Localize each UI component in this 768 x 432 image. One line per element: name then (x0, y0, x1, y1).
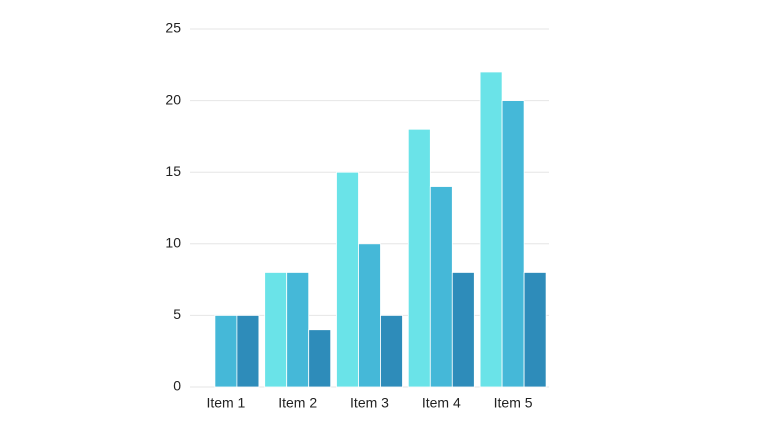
x-tick-label: Item 4 (422, 395, 461, 411)
x-tick-label: Item 1 (206, 395, 245, 411)
y-tick-label: 0 (173, 378, 181, 394)
bar (358, 243, 381, 388)
bar (308, 329, 332, 388)
bar (501, 100, 525, 388)
bar (407, 128, 431, 388)
y-tick-label: 15 (165, 163, 181, 179)
bar (336, 171, 359, 388)
x-tick-label: Item 5 (494, 395, 533, 411)
y-tick-label: 25 (165, 20, 181, 36)
y-tick-label: 20 (165, 91, 181, 107)
bar (214, 314, 238, 388)
x-tick-label: Item 3 (350, 395, 389, 411)
bar (429, 186, 453, 388)
y-tick-label: 10 (165, 235, 181, 251)
bar (451, 272, 475, 388)
bar (286, 272, 310, 388)
bar (479, 71, 503, 388)
bar (523, 272, 547, 388)
y-tick-label: 5 (173, 306, 181, 322)
bar (236, 314, 260, 388)
bar (380, 314, 403, 388)
x-tick-label: Item 2 (278, 395, 317, 411)
bar (264, 272, 288, 388)
